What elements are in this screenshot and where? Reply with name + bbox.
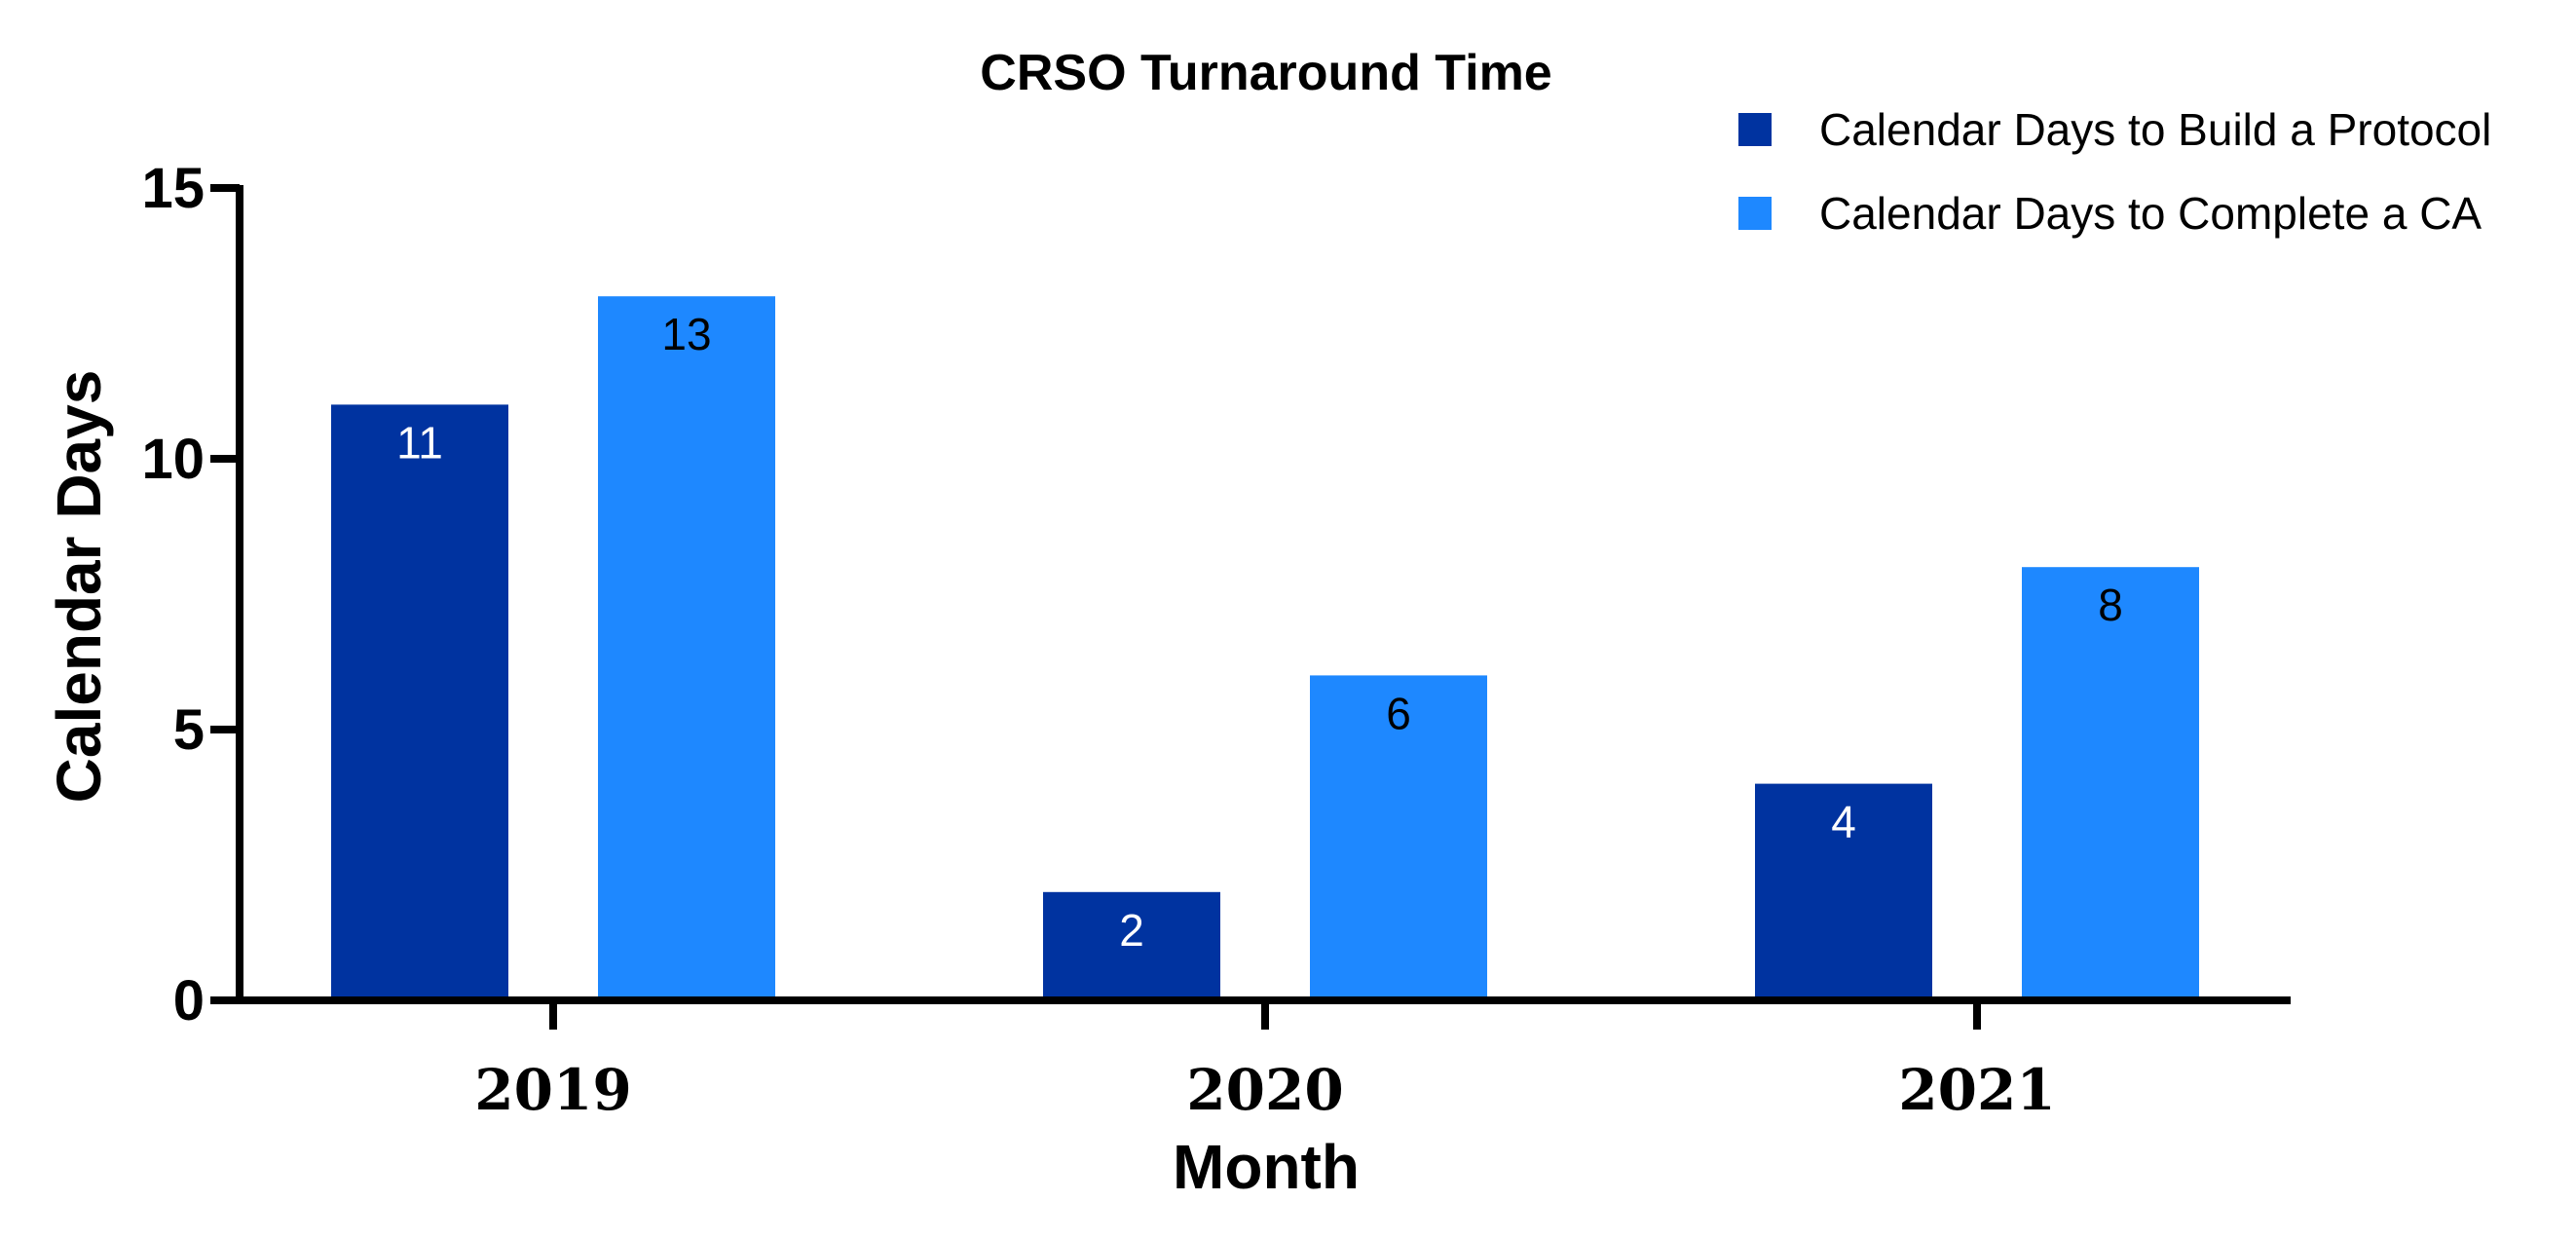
y-tick-label: 15 — [141, 157, 205, 220]
x-axis-title: Month — [1173, 1132, 1360, 1202]
data-label: 11 — [396, 417, 443, 468]
x-tick-label: 2021 — [1898, 1057, 2055, 1123]
data-label: 8 — [2098, 580, 2123, 630]
bar-build-protocol-2020 — [1043, 891, 1220, 1000]
legend: Calendar Days to Build a Protocol Calenda… — [1738, 104, 2491, 239]
data-label: 6 — [1386, 688, 1411, 738]
bar-complete-ca-2021 — [2022, 567, 2199, 1000]
plot-area: 11 2 4 13 6 8 0 5 10 15 2019 2020 2021 — [141, 157, 2291, 1123]
legend-label: Calendar Days to Complete a CA — [1819, 188, 2482, 239]
chart-title: CRSO Turnaround Time — [980, 45, 1551, 101]
x-tick-label: 2020 — [1186, 1057, 1343, 1123]
y-tick-label: 5 — [173, 698, 205, 762]
y-tick-label: 10 — [141, 428, 205, 491]
x-tick-label: 2019 — [474, 1057, 631, 1123]
legend-swatch — [1738, 197, 1772, 230]
bar-build-protocol-2019 — [331, 404, 508, 1000]
bar-build-protocol-2021 — [1755, 783, 1932, 1000]
y-axis-title: Calendar Days — [44, 370, 114, 804]
bar-complete-ca-2019 — [598, 296, 775, 1000]
data-label: 2 — [1119, 905, 1144, 956]
bar-complete-ca-2020 — [1310, 675, 1487, 1000]
legend-swatch — [1738, 113, 1772, 146]
data-label: 4 — [1831, 797, 1856, 847]
data-label: 13 — [661, 309, 711, 359]
legend-label: Calendar Days to Build a Protocol — [1819, 104, 2491, 155]
y-tick-label: 0 — [173, 969, 205, 1032]
